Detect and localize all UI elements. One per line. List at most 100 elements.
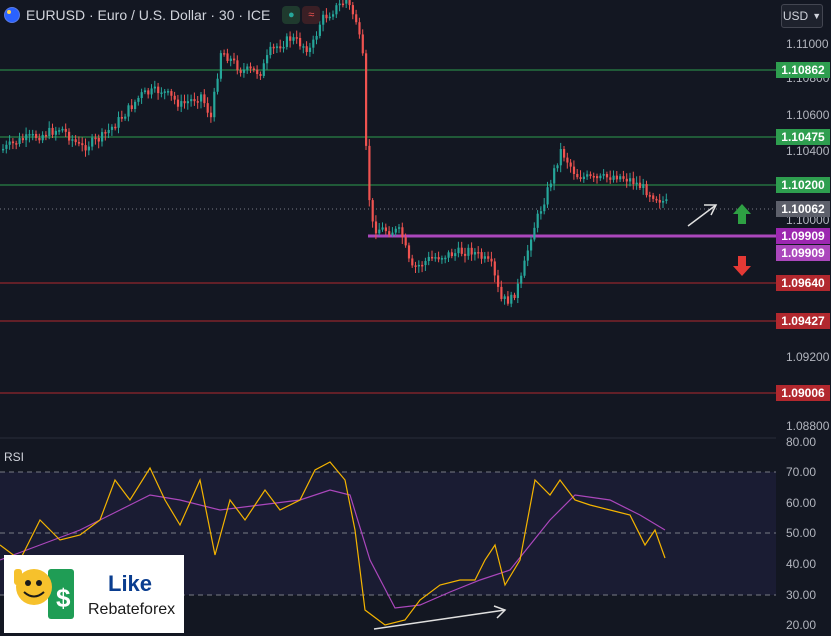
- candle-body: [213, 91, 216, 118]
- candle-body: [642, 184, 645, 188]
- candle-body: [662, 200, 665, 203]
- candle-body: [592, 176, 595, 178]
- candle-body: [655, 198, 658, 201]
- candle-body: [167, 91, 170, 93]
- candle-body: [322, 14, 325, 25]
- candle-body: [134, 101, 137, 110]
- rsi-tick: 50.00: [786, 526, 817, 540]
- candle-body: [437, 257, 440, 260]
- candle-body: [74, 139, 77, 143]
- candle-body: [533, 227, 536, 240]
- candle-body: [612, 175, 615, 180]
- candle-body: [464, 253, 467, 256]
- candle-body: [200, 94, 203, 102]
- candle-body: [219, 53, 222, 79]
- candle-body: [259, 74, 262, 76]
- candle-body: [365, 53, 368, 146]
- candle-body: [622, 176, 625, 179]
- candle-body: [130, 105, 133, 110]
- candle-body: [84, 145, 87, 151]
- candle-body: [553, 168, 556, 184]
- rsi-title: RSI: [4, 450, 25, 464]
- candle-body: [262, 63, 265, 76]
- candle-body: [589, 174, 592, 177]
- candle-body: [269, 46, 272, 56]
- candle-body: [490, 258, 493, 262]
- candle-body: [94, 137, 97, 140]
- candle-body: [71, 139, 74, 141]
- candle-body: [351, 5, 354, 15]
- candle-body: [117, 117, 120, 128]
- candle-body: [295, 37, 298, 39]
- candle-body: [15, 143, 18, 145]
- currency-label: USD: [782, 9, 809, 23]
- candle-body: [401, 227, 404, 238]
- candle-body: [473, 252, 477, 255]
- rsi-tick: 80.00: [786, 435, 817, 449]
- candle-body: [513, 294, 516, 298]
- candle-body: [38, 137, 41, 141]
- candle-body: [196, 101, 199, 103]
- candle-body: [506, 296, 510, 304]
- wave-icon[interactable]: ≈: [302, 6, 321, 24]
- candle-body: [328, 16, 331, 19]
- level-label: 1.09640: [776, 275, 830, 291]
- candle-body: [355, 14, 358, 23]
- candle-body: [25, 134, 28, 141]
- candle-body: [450, 252, 453, 257]
- logo-line-1: Like: [108, 571, 153, 596]
- candle-body: [582, 176, 585, 179]
- candle-body: [229, 58, 232, 61]
- candle-body: [61, 128, 64, 131]
- candle-body: [345, 0, 348, 4]
- candle-body: [163, 91, 166, 93]
- candle-body: [368, 145, 371, 201]
- candle-body: [305, 46, 308, 52]
- candle-body: [104, 132, 107, 134]
- rsi-tick: 60.00: [786, 496, 817, 510]
- candle-body: [483, 256, 486, 259]
- candle-body: [384, 227, 387, 232]
- candle-body: [378, 229, 381, 234]
- candle-body: [510, 294, 513, 304]
- currency-button[interactable]: USD ▼: [781, 4, 823, 28]
- candle-body: [124, 116, 127, 119]
- candle-body: [150, 88, 153, 95]
- candle-body: [536, 213, 539, 228]
- candle-body: [407, 245, 411, 259]
- candle-body: [391, 232, 394, 235]
- candle-body: [91, 137, 94, 147]
- chevron-down-icon: ▼: [812, 11, 822, 21]
- candle-body: [97, 137, 100, 142]
- candle-body: [421, 264, 424, 267]
- candle-body: [8, 141, 11, 145]
- candle-body: [569, 162, 572, 167]
- candle-body: [312, 39, 315, 48]
- candle-body: [427, 256, 430, 262]
- candle-body: [266, 55, 269, 64]
- candle-body: [68, 131, 71, 141]
- candle-body: [157, 86, 160, 94]
- candle-body: [64, 128, 67, 132]
- candle-body: [299, 38, 302, 47]
- candle-body: [180, 101, 183, 107]
- candle-body: [170, 91, 173, 96]
- svg-text:$: $: [56, 583, 71, 613]
- candle-body: [546, 187, 549, 205]
- candle-body: [431, 256, 434, 259]
- candle-body: [58, 130, 61, 132]
- candle-body: [18, 138, 21, 144]
- symbol-title[interactable]: EURUSD · Euro / U.S. Dollar · 30 · ICE: [26, 7, 271, 23]
- candle-body: [48, 127, 51, 137]
- candle-body: [530, 239, 533, 251]
- quick-trade-pill[interactable]: ● ≈: [282, 6, 321, 24]
- current-price-label: 1.10062: [776, 201, 830, 217]
- trend-arrow-icon: [687, 204, 718, 227]
- rsi-divergence-arrow: [373, 605, 507, 630]
- candle-body: [275, 46, 279, 48]
- dot-icon[interactable]: ●: [282, 6, 301, 24]
- candlestick-series: [2, 0, 668, 308]
- candle-body: [140, 92, 143, 98]
- candle-body: [447, 252, 450, 258]
